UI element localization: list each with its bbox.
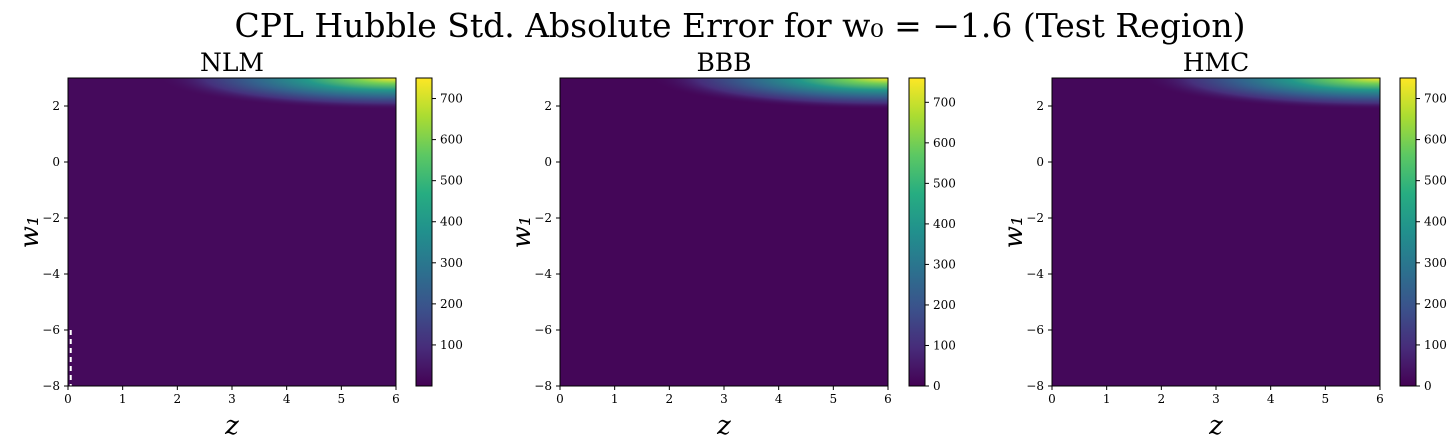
colorbar-tick-label: 700	[1424, 92, 1447, 106]
colorbar-tick-label: 0	[933, 379, 941, 393]
y-tick-label: −2	[534, 211, 552, 225]
x-tick-label: 0	[556, 392, 564, 406]
x-axis-label: z	[716, 411, 731, 441]
y-tick-label: 2	[544, 99, 552, 113]
x-tick-label: 1	[1103, 392, 1111, 406]
colorbar-tick-label: 400	[933, 217, 956, 231]
panel-title: HMC	[1183, 48, 1250, 77]
x-tick-label: 6	[392, 392, 400, 406]
x-tick-label: 2	[174, 392, 182, 406]
y-axis-label: w₁	[999, 216, 1029, 249]
heatmap-peak-region	[68, 78, 396, 386]
x-tick-label: 5	[1322, 392, 1330, 406]
x-tick-label: 4	[283, 392, 291, 406]
x-tick-label: 1	[611, 392, 619, 406]
y-tick-label: −4	[1026, 267, 1044, 281]
y-tick-label: −6	[534, 323, 552, 337]
heatmap-peak-region	[1052, 78, 1380, 386]
y-tick-label: 2	[52, 99, 60, 113]
colorbar-tick-label: 300	[933, 257, 956, 271]
x-tick-label: 2	[666, 392, 674, 406]
x-tick-label: 0	[64, 392, 72, 406]
colorbar	[1399, 77, 1417, 387]
colorbar-tick-label: 300	[1424, 256, 1447, 270]
y-tick-label: −6	[1026, 323, 1044, 337]
panel-title: BBB	[696, 48, 751, 77]
y-tick-label: −8	[534, 379, 552, 393]
panel-bbb: 0 1 2 3 4 5 6 −8 −6 −4 −2 0 2 BBB z w₁ 0 100 200 300 400 500 6…	[507, 48, 956, 441]
y-tick-label: −8	[42, 379, 60, 393]
colorbar-tick-label: 500	[1424, 174, 1447, 188]
y-tick-label: 0	[52, 155, 60, 169]
colorbar-tick-label: 200	[1424, 297, 1447, 311]
x-tick-label: 0	[1048, 392, 1056, 406]
x-tick-label: 3	[228, 392, 236, 406]
colorbar-tick-label: 600	[1424, 133, 1447, 147]
x-tick-label: 2	[1158, 392, 1166, 406]
y-tick-label: −4	[42, 267, 60, 281]
colorbar-tick-label: 300	[440, 256, 463, 270]
colorbar-tick-label: 700	[933, 95, 956, 109]
x-tick-label: 5	[338, 392, 346, 406]
y-tick-label: −6	[42, 323, 60, 337]
colorbar	[415, 77, 433, 387]
colorbar-tick-label: 200	[440, 297, 463, 311]
colorbar-tick-label: 100	[933, 338, 956, 352]
colorbar-tick-label: 100	[1424, 338, 1447, 352]
colorbar-tick-label: 400	[440, 215, 463, 229]
colorbar-tick-label: 700	[440, 92, 463, 106]
x-tick-label: 5	[830, 392, 838, 406]
heatmap-peak-region	[560, 78, 888, 386]
x-tick-label: 3	[1212, 392, 1220, 406]
x-tick-label: 6	[884, 392, 892, 406]
panel-nlm: 0 1 2 3 4 5 6 −8 −6 −4 −2 0 2 NLM z w₁ 100 200 300 400 500 60…	[15, 48, 463, 441]
y-tick-label: −8	[1026, 379, 1044, 393]
figure-title: CPL Hubble Std. Absolute Error for w₀ = …	[235, 6, 1246, 45]
colorbar-tick-label: 500	[440, 174, 463, 188]
x-tick-label: 3	[720, 392, 728, 406]
x-axis-label: z	[224, 411, 239, 441]
colorbar-tick-label: 100	[440, 338, 463, 352]
colorbar	[908, 77, 926, 387]
panel-title: NLM	[200, 48, 264, 77]
y-tick-label: −2	[42, 211, 60, 225]
colorbar-tick-label: 600	[933, 136, 956, 150]
x-tick-label: 6	[1376, 392, 1384, 406]
x-tick-label: 4	[1267, 392, 1275, 406]
y-axis-label: w₁	[507, 216, 537, 249]
colorbar-tick-label: 0	[1424, 379, 1432, 393]
colorbar-tick-label: 400	[1424, 215, 1447, 229]
y-tick-label: −2	[1026, 211, 1044, 225]
colorbar-tick-label: 500	[933, 176, 956, 190]
y-tick-label: 0	[544, 155, 552, 169]
colorbar-tick-label: 200	[933, 298, 956, 312]
x-axis-label: z	[1208, 411, 1223, 441]
panel-hmc: 0 1 2 3 4 5 6 −8 −6 −4 −2 0 2 HMC z w₁ 0 100 200 300 400 500 6…	[999, 48, 1447, 441]
colorbar-tick-label: 600	[440, 133, 463, 147]
y-axis-label: w₁	[15, 216, 45, 249]
y-tick-label: −4	[534, 267, 552, 281]
x-tick-label: 4	[775, 392, 783, 406]
y-tick-label: 2	[1036, 99, 1044, 113]
y-tick-label: 0	[1036, 155, 1044, 169]
x-tick-label: 1	[119, 392, 127, 406]
